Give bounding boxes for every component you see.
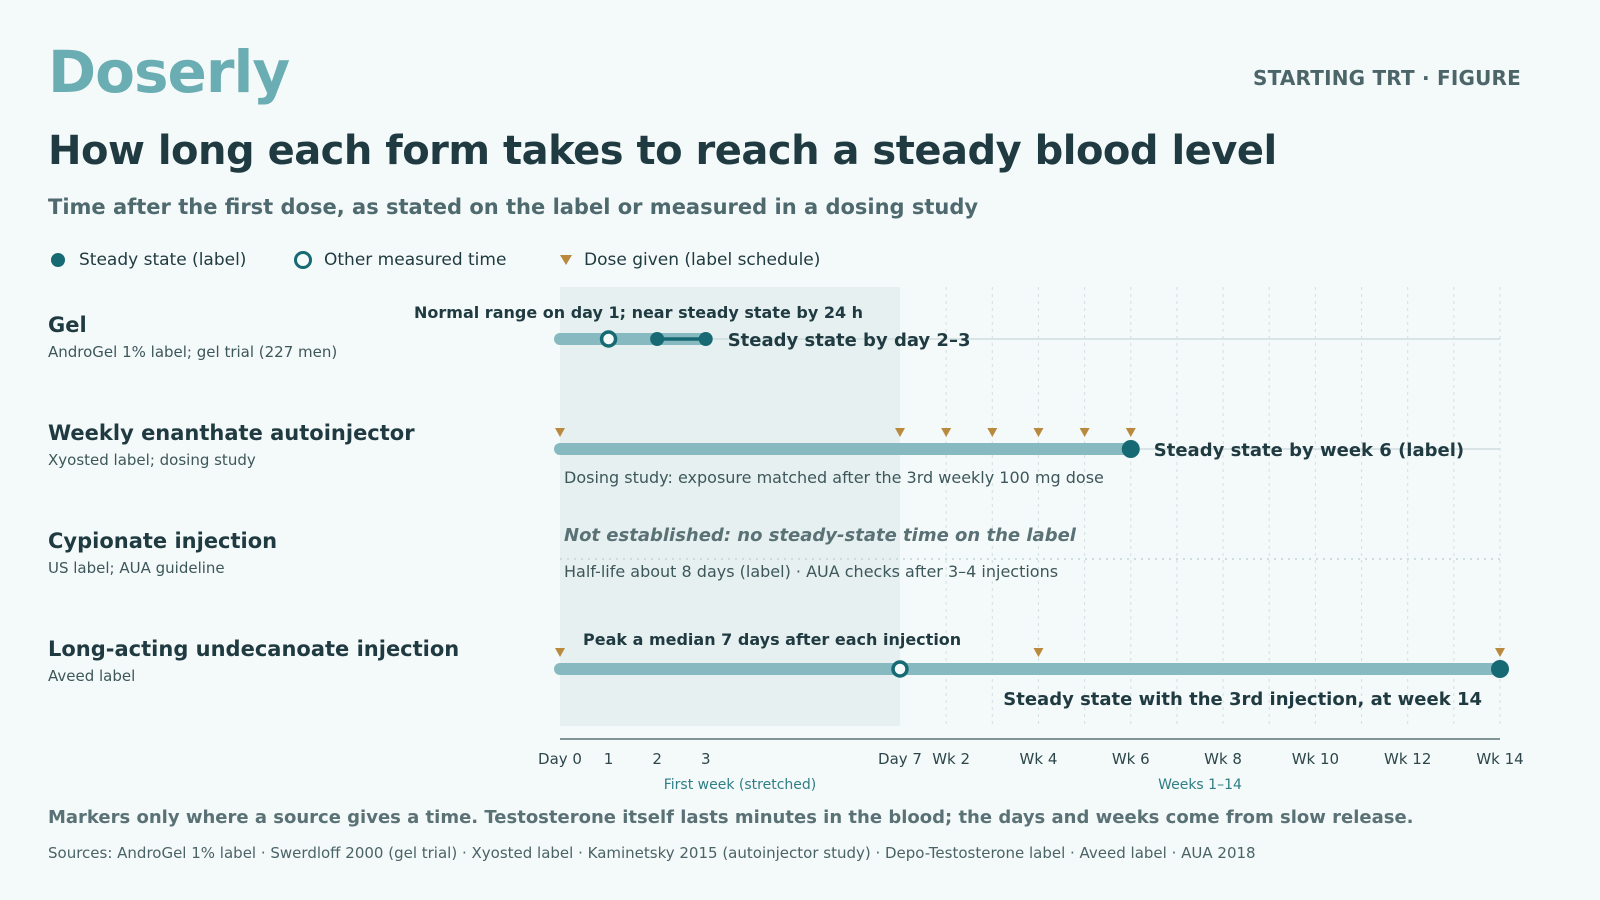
x-tick-label: Wk 14 bbox=[1476, 750, 1523, 768]
steady-dot-icon bbox=[51, 253, 65, 267]
legend-dose-label: Dose given (label schedule) bbox=[584, 250, 821, 270]
axis-segment-weeks: Weeks 1–14 bbox=[1158, 777, 1242, 793]
row-title-cypionate: Cypionate injection bbox=[48, 529, 278, 553]
x-tick-label: Day 7 bbox=[878, 750, 922, 768]
undecanoate-dose-marker bbox=[555, 648, 565, 657]
undecanoate-peak-marker bbox=[891, 660, 909, 678]
enanthate-dose-marker bbox=[555, 428, 565, 437]
footnote: Markers only where a source gives a time… bbox=[48, 807, 1414, 828]
x-tick-label: Day 0 bbox=[538, 750, 582, 768]
x-tick-label: 3 bbox=[701, 750, 711, 768]
row-title-gel: Gel bbox=[48, 313, 87, 337]
enanthate-dose-marker bbox=[1033, 428, 1044, 437]
x-tick-label: Wk 10 bbox=[1292, 750, 1339, 768]
legend-steady-label: Steady state (label) bbox=[79, 250, 247, 270]
x-tick-label: Wk 8 bbox=[1204, 750, 1242, 768]
x-tick-label: Wk 12 bbox=[1384, 750, 1431, 768]
row-title-enanthate: Weekly enanthate autoinjector bbox=[48, 421, 415, 445]
sources-line: Sources: AndroGel 1% label · Swerdloff 2… bbox=[48, 844, 1256, 862]
axis-segment-first-week: First week (stretched) bbox=[664, 777, 816, 793]
row-source-undecanoate: Aveed label bbox=[48, 667, 136, 685]
undecanoate-dose-marker bbox=[1033, 648, 1044, 657]
gel-day1-note: Normal range on day 1; near steady state… bbox=[414, 303, 863, 322]
dose-triangle-icon bbox=[560, 255, 572, 265]
cypionate-note: Half-life about 8 days (label) · AUA che… bbox=[564, 562, 1058, 581]
undecanoate-peak-note: Peak a median 7 days after each injectio… bbox=[583, 630, 961, 649]
legend-dose: Dose given (label schedule) bbox=[560, 250, 820, 270]
enanthate-study-note: Dosing study: exposure matched after the… bbox=[564, 468, 1104, 487]
x-tick-label: Wk 6 bbox=[1112, 750, 1150, 768]
ring-marker-icon bbox=[294, 251, 312, 269]
x-tick-label: 1 bbox=[604, 750, 614, 768]
x-tick-label: Wk 4 bbox=[1020, 750, 1058, 768]
undecanoate-steady-label: Steady state with the 3rd injection, at … bbox=[1003, 689, 1482, 710]
gel-steady-label: Steady state by day 2–3 bbox=[728, 330, 971, 351]
gel-steady-start-marker bbox=[650, 332, 665, 346]
row-source-cypionate: US label; AUA guideline bbox=[48, 559, 225, 577]
x-tick-label: Wk 2 bbox=[932, 750, 970, 768]
figure-eyebrow: STARTING TRT · FIGURE bbox=[1252, 66, 1521, 90]
enanthate-steady-marker bbox=[1121, 440, 1140, 458]
row-source-gel: AndroGel 1% label; gel trial (227 men) bbox=[48, 343, 338, 361]
legend-steady: Steady state (label) bbox=[51, 250, 246, 270]
page-title: How long each form takes to reach a stea… bbox=[48, 128, 1277, 174]
page-subtitle: Time after the first dose, as stated on … bbox=[48, 195, 979, 219]
legend-other-label: Other measured time bbox=[324, 250, 507, 270]
undecanoate-dose-marker bbox=[1495, 648, 1505, 657]
enanthate-dose-marker bbox=[895, 428, 905, 437]
gel-day1-marker bbox=[599, 330, 618, 348]
cypionate-not-established: Not established: no steady-state time on… bbox=[564, 525, 1077, 546]
enanthate-dose-marker bbox=[987, 428, 998, 437]
enanthate-steady-label: Steady state by week 6 (label) bbox=[1154, 440, 1464, 461]
legend-other: Other measured time bbox=[294, 250, 506, 270]
first-week-shade bbox=[560, 287, 900, 726]
enanthate-dose-marker bbox=[1079, 428, 1090, 437]
row-source-enanthate: Xyosted label; dosing study bbox=[48, 451, 256, 469]
brand-logo: Doserly bbox=[48, 38, 290, 106]
row-title-undecanoate: Long-acting undecanoate injection bbox=[48, 637, 460, 661]
enanthate-dose-marker bbox=[941, 428, 952, 437]
undecanoate-steady-marker bbox=[1491, 660, 1509, 678]
enanthate-dose-marker bbox=[1125, 428, 1136, 437]
x-tick-label: 2 bbox=[652, 750, 662, 768]
gel-steady-end-marker bbox=[698, 332, 713, 346]
